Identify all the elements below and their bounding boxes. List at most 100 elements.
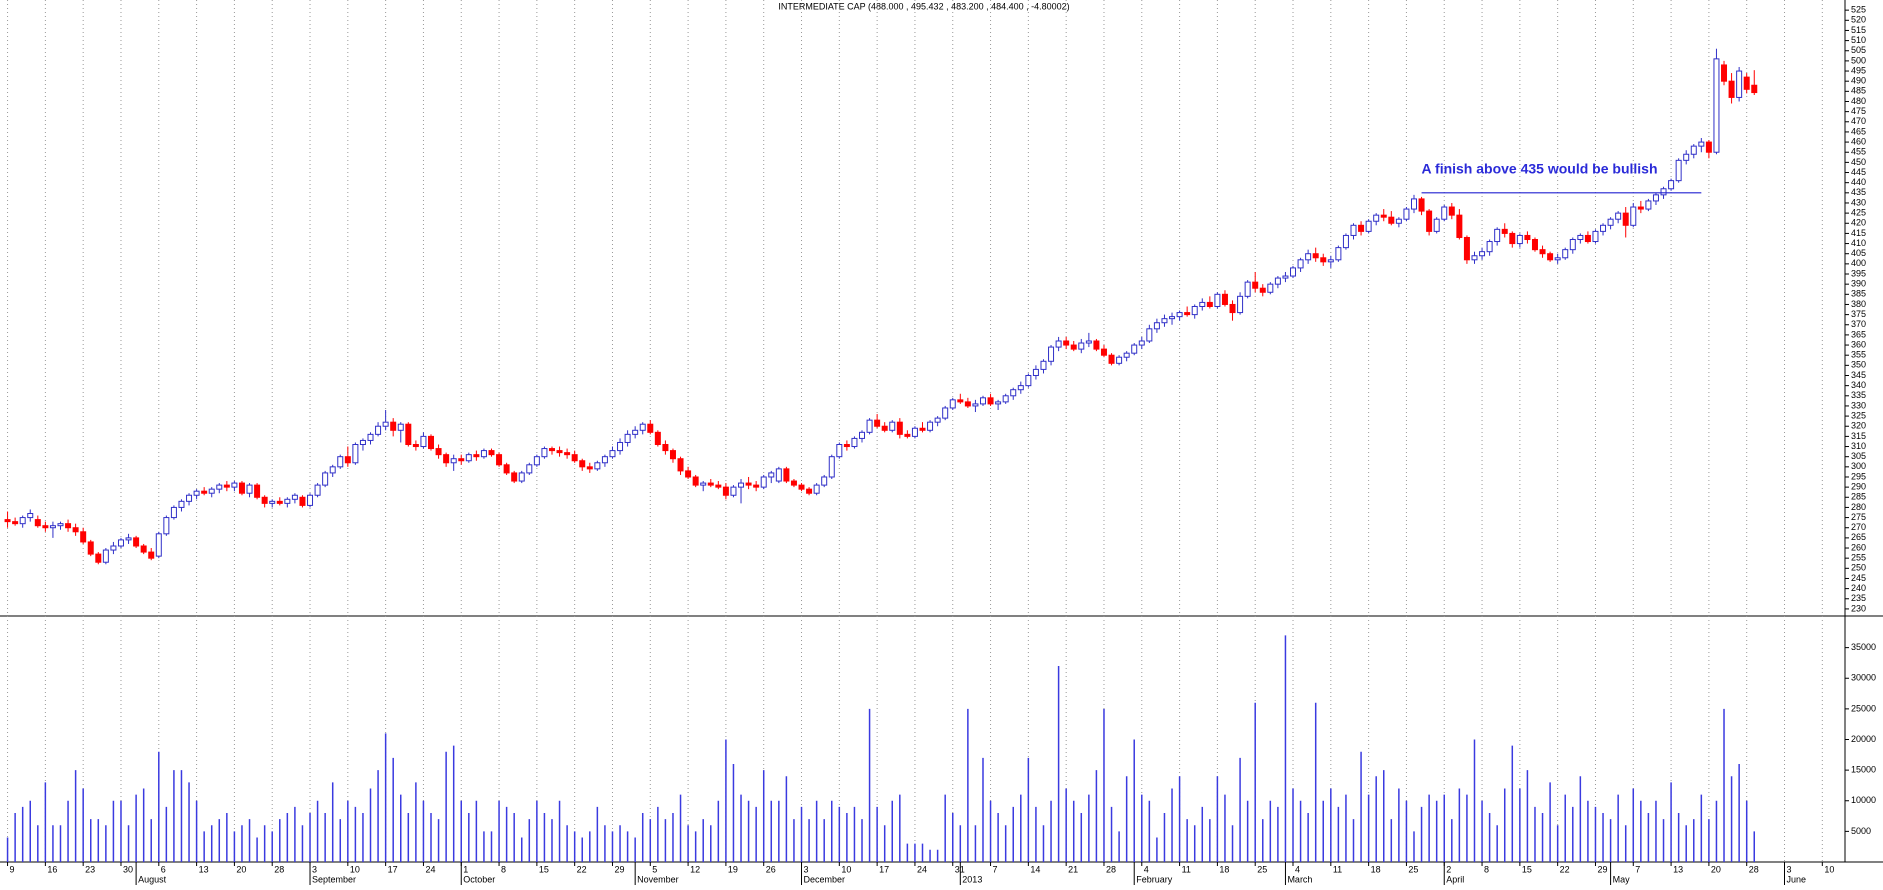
x-tick-label: 10 <box>350 864 360 874</box>
y-tick-label: 520 <box>1851 15 1866 25</box>
candle-body <box>412 444 419 448</box>
volume-tick-label: 5000 <box>1851 826 1871 836</box>
candle-body <box>1463 236 1470 261</box>
candle-body <box>564 452 571 456</box>
y-tick-label: 510 <box>1851 35 1866 45</box>
x-tick-label: 7 <box>1635 864 1640 874</box>
candle-body <box>1191 305 1198 316</box>
candle-body <box>155 533 162 557</box>
y-tick-label: 445 <box>1851 167 1866 177</box>
x-tick-label: 28 <box>1749 864 1759 874</box>
candle-body <box>102 549 109 563</box>
candle-body <box>1085 340 1092 344</box>
x-tick-label: 25 <box>1408 864 1418 874</box>
candle-body <box>1592 230 1599 243</box>
candle-body <box>223 484 230 488</box>
candle-body <box>428 435 435 450</box>
x-tick-label: 17 <box>388 864 398 874</box>
x-tick-label: 21 <box>1068 864 1078 874</box>
x-tick-label: 13 <box>199 864 209 874</box>
candle-body <box>1615 212 1622 220</box>
candle-body <box>911 427 918 437</box>
candle-body <box>1048 346 1055 362</box>
candle-body <box>1645 200 1652 210</box>
candle-body <box>443 454 450 464</box>
candle-body <box>722 486 729 496</box>
candle-body <box>337 456 344 468</box>
candle-body <box>1380 214 1387 218</box>
candle-body <box>1622 212 1629 226</box>
candle-body <box>1577 234 1584 241</box>
x-tick-label: 11 <box>1182 864 1191 874</box>
volume-tick-label: 35000 <box>1851 642 1876 652</box>
candle-body <box>715 484 722 488</box>
candle-body <box>19 517 26 525</box>
x-tick-label: 15 <box>1522 864 1532 874</box>
month-label: March <box>1287 874 1312 884</box>
candle-body <box>42 525 49 529</box>
candle-body <box>1335 247 1342 261</box>
candle-body <box>1569 239 1576 251</box>
candle-body <box>1554 257 1561 261</box>
candle-body <box>4 519 11 523</box>
x-tick-label: 4 <box>1144 864 1149 874</box>
y-tick-label: 420 <box>1851 218 1866 228</box>
candle-body <box>1690 145 1697 155</box>
month-label: December <box>804 874 846 884</box>
candle-body <box>1267 283 1274 293</box>
candle-body <box>1320 257 1327 263</box>
candle-body <box>1395 218 1402 224</box>
candle-body <box>450 458 457 464</box>
candle-body <box>533 456 540 466</box>
candle-body <box>1093 340 1100 350</box>
x-tick-label: 1 <box>463 864 468 874</box>
x-tick-label: 16 <box>47 864 57 874</box>
candle-body <box>556 450 563 454</box>
candle-body <box>1524 234 1531 241</box>
x-tick-label: 3 <box>312 864 317 874</box>
candle-body <box>95 553 102 563</box>
candle-body <box>1214 293 1221 307</box>
candle-body <box>790 480 797 486</box>
candle-body <box>1017 385 1024 391</box>
y-tick-label: 235 <box>1851 593 1866 603</box>
candle-body <box>359 439 366 446</box>
x-tick-label: 18 <box>1219 864 1229 874</box>
candle-body <box>435 448 442 456</box>
candle-body <box>896 421 903 435</box>
candle-body <box>276 500 283 504</box>
x-tick-label: 3 <box>804 864 809 874</box>
y-tick-label: 390 <box>1851 279 1866 289</box>
candle-body <box>163 517 170 535</box>
candle-body <box>1100 348 1107 356</box>
candle-body <box>269 500 276 504</box>
candle-body <box>397 423 404 431</box>
y-tick-label: 425 <box>1851 207 1866 217</box>
candle-body <box>730 486 737 496</box>
candle-body <box>1448 206 1455 216</box>
candle-body <box>745 482 752 486</box>
candle-body <box>654 431 661 446</box>
candle-body <box>1743 76 1750 90</box>
candle-body <box>465 454 472 462</box>
candle-body <box>231 482 238 488</box>
x-tick-label: 29 <box>1597 864 1607 874</box>
candle-body <box>57 523 64 527</box>
candle-body <box>140 545 147 553</box>
candle-body <box>1244 281 1251 297</box>
y-tick-label: 395 <box>1851 268 1866 278</box>
candle-body <box>65 523 72 529</box>
candle-body <box>1698 141 1705 147</box>
month-label: October <box>463 874 495 884</box>
month-label: June <box>1787 874 1807 884</box>
candle-body <box>1675 159 1682 182</box>
y-tick-label: 230 <box>1851 603 1866 613</box>
candle-body <box>1252 281 1259 289</box>
candle-body <box>503 464 510 474</box>
month-label: May <box>1613 874 1631 884</box>
candle-body <box>1721 64 1728 82</box>
candle-body <box>1486 241 1493 253</box>
candle-body <box>1184 312 1191 316</box>
x-tick-label: 17 <box>879 864 889 874</box>
candle-body <box>813 484 820 494</box>
